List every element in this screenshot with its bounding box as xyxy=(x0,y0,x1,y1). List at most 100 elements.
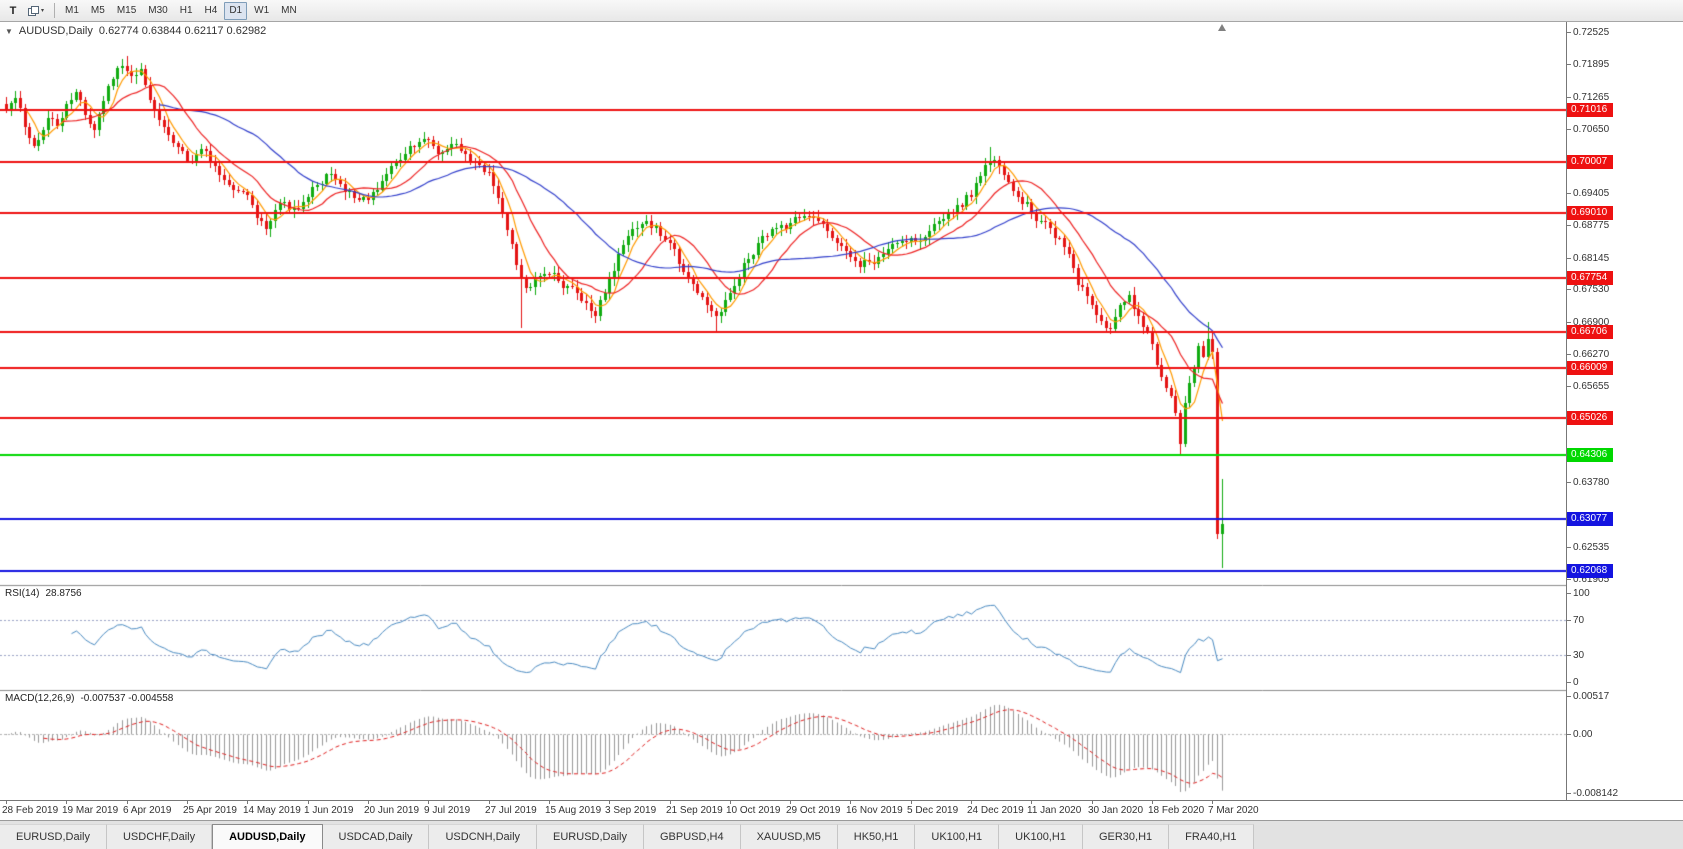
chart-tab-fra40-h1[interactable]: FRA40,H1 xyxy=(1169,824,1254,849)
rsi-name: RSI(14) xyxy=(5,588,40,599)
timeframe-button-h1[interactable]: H1 xyxy=(179,5,193,16)
time-axis-tick xyxy=(127,801,128,804)
date-axis-label: 30 Jan 2020 xyxy=(1088,805,1144,816)
timeframe-button-m30[interactable]: M30 xyxy=(148,5,168,16)
price-axis-tick: 0.70650 xyxy=(1566,123,1610,135)
time-axis-tick xyxy=(609,801,610,804)
chart-tab-uk100-h1[interactable]: UK100,H1 xyxy=(999,824,1083,849)
timeframe-button-group: M1 M5 M15 M30 H1 H4 D1 W1 MN xyxy=(60,1,302,20)
date-axis-label: 25 Apr 2019 xyxy=(183,805,237,816)
chart-tab-gbpusd-h4[interactable]: GBPUSD,H4 xyxy=(644,824,741,849)
date-axis-label: 28 Feb 2019 xyxy=(2,805,59,816)
window-layout-button[interactable]: ▾ xyxy=(23,2,49,20)
time-axis-tick xyxy=(428,801,429,804)
date-axis-label: 1 Jun 2019 xyxy=(304,805,354,816)
date-axis-label: 14 May 2019 xyxy=(243,805,301,816)
chart-tab-eurusd-daily[interactable]: EURUSD,Daily xyxy=(0,824,107,849)
time-axis-tick xyxy=(308,801,309,804)
price-axis-tick: 0.69405 xyxy=(1566,187,1610,199)
date-axis-label: 29 Oct 2019 xyxy=(786,805,841,816)
chart-tab-usdchf-daily[interactable]: USDCHF,Daily xyxy=(106,824,213,849)
price-chart-canvas[interactable] xyxy=(0,22,1683,800)
time-axis-tick xyxy=(489,801,490,804)
time-axis-tick xyxy=(850,801,851,804)
date-axis-label: 6 Apr 2019 xyxy=(123,805,172,816)
rsi-axis-tick: 100 xyxy=(1567,588,1590,599)
price-level-badge: 0.69010 xyxy=(1567,206,1613,221)
price-level-badge: 0.67754 xyxy=(1567,270,1613,285)
price-axis-tick: 0.68775 xyxy=(1566,220,1610,232)
time-axis-tick xyxy=(247,801,248,804)
top-toolbar: T ▾ M1 M5 M15 M30 H1 H4 D1 W1 MN xyxy=(0,0,1683,22)
time-axis-tick xyxy=(549,801,550,804)
date-axis-label: 11 Jan 2020 xyxy=(1027,805,1082,816)
timeframe-button-h4[interactable]: H4 xyxy=(204,5,218,16)
price-axis-tick: 0.68145 xyxy=(1566,252,1610,264)
price-level-badge: 0.65026 xyxy=(1567,411,1613,426)
macd-axis-tick: -0.008142 xyxy=(1566,788,1619,799)
rsi-indicator-label: RSI(14) 28.8756 xyxy=(5,588,82,599)
macd-axis-tick: 0.00517 xyxy=(1566,691,1610,702)
price-level-badge: 0.71016 xyxy=(1567,102,1613,117)
chart-tab-ger30-h1[interactable]: GER30,H1 xyxy=(1082,824,1170,849)
date-axis-label: 9 Jul 2019 xyxy=(424,805,471,816)
macd-axis-tick: 0.00 xyxy=(1566,729,1593,741)
macd-name: MACD(12,26,9) xyxy=(5,693,75,704)
chart-shift-marker[interactable] xyxy=(1218,24,1226,31)
macd-values: -0.007537 -0.004558 xyxy=(80,693,174,704)
timeframe-button-m15[interactable]: M15 xyxy=(116,5,137,16)
price-axis-tick: 0.65655 xyxy=(1566,380,1610,392)
chart-tab-audusd-daily[interactable]: AUDUSD,Daily xyxy=(212,824,323,849)
price-axis[interactable]: 0.72525 0.71895 0.71265 0.70650 0.69405 0.687… xyxy=(1566,22,1683,800)
time-axis-tick xyxy=(1152,801,1153,804)
time-axis-tick xyxy=(790,801,791,804)
chart-tab-hk50-h1[interactable]: HK50,H1 xyxy=(837,824,916,849)
date-axis-label: 18 Feb 2020 xyxy=(1148,805,1205,816)
chart-tab-bar: EURUSD,Daily USDCHF,Daily AUDUSD,Daily USDC… xyxy=(0,820,1683,849)
date-axis-label: 20 Jun 2019 xyxy=(364,805,420,816)
price-axis-tick: 0.62535 xyxy=(1566,541,1610,553)
price-axis-tick: 0.67530 xyxy=(1566,284,1610,296)
price-axis-tick: 0.66900 xyxy=(1566,316,1610,328)
window-layout-icon xyxy=(28,5,39,16)
chart-tab-eurusd-daily[interactable]: EURUSD,Daily xyxy=(537,824,644,849)
time-axis[interactable]: 28 Feb 2019 19 Mar 2019 6 Apr 2019 25 Apr 2… xyxy=(0,800,1683,820)
price-axis-tick: 0.72525 xyxy=(1566,27,1610,38)
timeframe-button-d1[interactable]: D1 xyxy=(224,1,248,20)
date-axis-label: 3 Sep 2019 xyxy=(605,805,657,816)
chart-title: ▼ AUDUSD,Daily 0.62774 0.63844 0.62117 0… xyxy=(5,25,266,37)
time-axis-tick xyxy=(6,801,7,804)
date-axis-label: 27 Jul 2019 xyxy=(485,805,537,816)
date-axis-label: 10 Oct 2019 xyxy=(726,805,781,816)
time-axis-tick xyxy=(971,801,972,804)
price-level-badge: 0.66706 xyxy=(1567,324,1613,339)
price-axis-tick: 0.71265 xyxy=(1566,91,1610,103)
date-axis-label: 7 Mar 2020 xyxy=(1208,805,1259,816)
date-axis-label: 21 Sep 2019 xyxy=(666,805,723,816)
timeframe-button-w1[interactable]: W1 xyxy=(254,5,270,16)
price-axis-tick: 0.71895 xyxy=(1566,59,1610,71)
time-axis-tick xyxy=(368,801,369,804)
price-axis-tick: 0.61905 xyxy=(1566,574,1610,585)
toolbar-separator xyxy=(54,3,56,18)
date-axis-label: 24 Dec 2019 xyxy=(967,805,1024,816)
macd-indicator-label: MACD(12,26,9) -0.007537 -0.004558 xyxy=(5,693,173,704)
chart-symbol-label: AUDUSD,Daily xyxy=(18,25,93,37)
price-level-badge: 0.64306 xyxy=(1567,448,1613,463)
date-axis-label: 19 Mar 2019 xyxy=(62,805,119,816)
one-click-trading-icon[interactable]: ▼ xyxy=(5,26,13,36)
timeframe-button-m5[interactable]: M5 xyxy=(90,5,105,16)
time-axis-tick xyxy=(187,801,188,804)
chart-tab-uk100-h1[interactable]: UK100,H1 xyxy=(915,824,1000,849)
chart-tab-xauusd-m5[interactable]: XAUUSD,M5 xyxy=(740,824,838,849)
price-level-badge: 0.70007 xyxy=(1567,154,1613,169)
price-level-badge: 0.63077 xyxy=(1567,511,1613,526)
chart-tab-usdcnh-daily[interactable]: USDCNH,Daily xyxy=(429,824,538,849)
time-axis-tick xyxy=(911,801,912,804)
date-axis-label: 5 Dec 2019 xyxy=(907,805,959,816)
timeframe-button-mn[interactable]: MN xyxy=(281,5,297,16)
t-tool-button[interactable]: T xyxy=(3,2,23,20)
chart-tab-usdcad-daily[interactable]: USDCAD,Daily xyxy=(322,824,430,849)
chart-ohlc-values: 0.62774 0.63844 0.62117 0.62982 xyxy=(98,25,267,37)
timeframe-button-m1[interactable]: M1 xyxy=(65,5,79,16)
